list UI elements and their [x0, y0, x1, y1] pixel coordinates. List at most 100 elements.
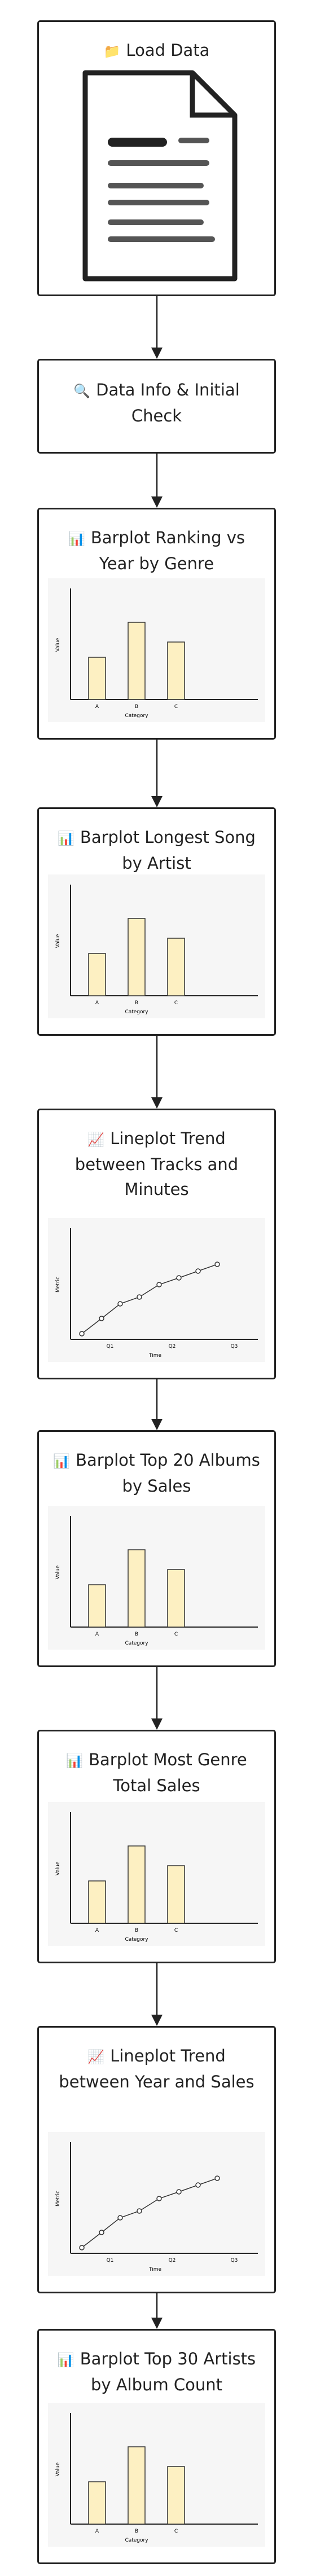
x-tick-label: A: [95, 1928, 99, 1933]
node-title: 📊 Barplot Longest Song by Artist: [50, 825, 263, 876]
bar: [128, 918, 146, 996]
node-label: Lineplot Trend between Year and Sales: [59, 2046, 254, 2091]
x-tick-label: B: [135, 1928, 138, 1933]
node: 📈 Lineplot Trend between Year and Sales Me…: [37, 2026, 276, 2293]
node: 📈 Lineplot Trend between Tracks and Minut…: [37, 1109, 276, 1379]
chart-bg: [48, 874, 265, 1018]
y-axis-label: Metric: [55, 1277, 61, 1293]
bar: [88, 953, 106, 996]
chart-thumbnail: Value A B C Category: [48, 578, 265, 722]
x-tick-label: B: [135, 2529, 138, 2534]
bar: [167, 1865, 185, 1924]
doc-line: [108, 183, 204, 188]
chart-thumbnail: Value A B C Category: [48, 2403, 265, 2547]
bar: [128, 2446, 146, 2525]
chart-thumbnail: Value A B C Category: [48, 1802, 265, 1946]
trend-point: [176, 1275, 182, 1281]
node-icon: 📈: [87, 2049, 105, 2065]
chart-thumbnail: Metric Q1 Q2 Q3 Time: [48, 2132, 265, 2276]
bar: [167, 641, 185, 700]
x-tick-label: A: [95, 1632, 99, 1637]
trend-point: [79, 2245, 85, 2250]
x-tick-label: Q1: [107, 2258, 114, 2263]
x-tick-label: B: [135, 1000, 138, 1006]
x-tick-label: C: [174, 1000, 178, 1006]
node-icon: 📊: [68, 531, 85, 547]
node-label: Barplot Top 30 Artists by Album Count: [80, 2349, 256, 2394]
trend-line: [81, 2178, 218, 2248]
node-label: Barplot Ranking vs Year by Genre: [90, 528, 245, 573]
bar: [88, 1584, 106, 1628]
node: 📊 Barplot Ranking vs Year by Genre Value A B…: [37, 508, 276, 740]
x-tick-label: B: [135, 704, 138, 710]
trend-point: [99, 1316, 104, 1321]
node-icon: 📈: [87, 1132, 105, 1148]
node-title: 📈 Lineplot Trend between Year and Sales: [50, 2043, 263, 2094]
node: 📊 Barplot Most Genre Total Sales Value A B C C…: [37, 1730, 276, 1963]
bar: [88, 657, 106, 700]
x-tick-label: C: [174, 704, 178, 710]
x-axis-label: Category: [125, 2538, 148, 2543]
chart-bg: [48, 1802, 265, 1946]
chart-bg: [48, 578, 265, 722]
x-tick-label: Q2: [169, 1344, 176, 1349]
doc-line: [108, 200, 209, 205]
x-axis-label: Time: [148, 2267, 161, 2272]
y-axis-label: Value: [55, 934, 61, 948]
trend-point: [195, 2182, 201, 2188]
y-axis-label: Value: [55, 638, 61, 652]
node: 📊 Barplot Top 30 Artists by Album Count Va…: [37, 2329, 276, 2564]
chart-bg: [48, 2403, 265, 2547]
node-title: 📊 Barplot Top 30 Artists by Album Count: [50, 2346, 263, 2397]
doc-outline: [82, 70, 238, 282]
x-axis-label: Category: [125, 1937, 148, 1942]
node-icon: 📊: [53, 1453, 71, 1469]
trend-point: [176, 2189, 182, 2195]
doc-fold: [190, 73, 235, 118]
node-icon: 📁: [103, 43, 121, 59]
node-title: 🔍 Data Info & Initial Check: [50, 377, 263, 428]
doc-line: [108, 160, 209, 166]
doc-line: [178, 138, 209, 143]
trend-point: [156, 2196, 162, 2201]
x-tick-label: A: [95, 1000, 99, 1006]
trend-point: [195, 1268, 201, 1274]
node-label: Load Data: [126, 41, 210, 60]
bar: [167, 1569, 185, 1628]
trend-point: [137, 2208, 142, 2214]
x-tick-label: Q1: [107, 1344, 114, 1349]
node: 📊 Barplot Longest Song by Artist Value A B C C…: [37, 807, 276, 1036]
y-axis-label: Value: [55, 1565, 61, 1579]
trend-point: [99, 2230, 104, 2235]
node-label: Barplot Most Genre Total Sales: [89, 1750, 247, 1795]
x-tick-label: C: [174, 1632, 178, 1637]
node-title: 📁 Load Data: [50, 38, 263, 64]
bar: [128, 1845, 146, 1924]
x-axis-label: Time: [148, 1353, 161, 1359]
x-tick-label: B: [135, 1632, 138, 1637]
node-label: Lineplot Trend between Tracks and Minute…: [74, 1129, 239, 1199]
node-title: 📈 Lineplot Trend between Tracks and Minut…: [50, 1126, 263, 1202]
x-tick-label: Q2: [169, 2258, 176, 2263]
node-title: 📊 Barplot Ranking vs Year by Genre: [50, 525, 263, 576]
node-icon: 📊: [57, 2352, 74, 2368]
x-tick-label: A: [95, 704, 99, 710]
trend-point: [156, 1282, 162, 1287]
chart-thumbnail: Value A B C Category: [48, 874, 265, 1018]
trend-point: [214, 1261, 220, 1267]
bar: [128, 622, 146, 700]
node: 📊 Barplot Top 20 Albums by Sales Value A B C C…: [37, 1430, 276, 1667]
node-label: Barplot Top 20 Albums by Sales: [76, 1450, 260, 1496]
doc-line: [108, 219, 204, 225]
node-label: Data Info & Initial Check: [96, 380, 240, 425]
bar: [88, 2481, 106, 2525]
node-icon: 🔍: [73, 383, 91, 399]
trend-point: [79, 1331, 85, 1337]
node-title: 📊 Barplot Most Genre Total Sales: [50, 1747, 263, 1798]
chart-thumbnail: Value A B C Category: [48, 1506, 265, 1650]
node-icon: 📊: [58, 830, 74, 846]
chart-thumbnail: Metric Q1 Q2 Q3 Time: [48, 1218, 265, 1362]
x-tick-label: Q3: [231, 1344, 238, 1349]
